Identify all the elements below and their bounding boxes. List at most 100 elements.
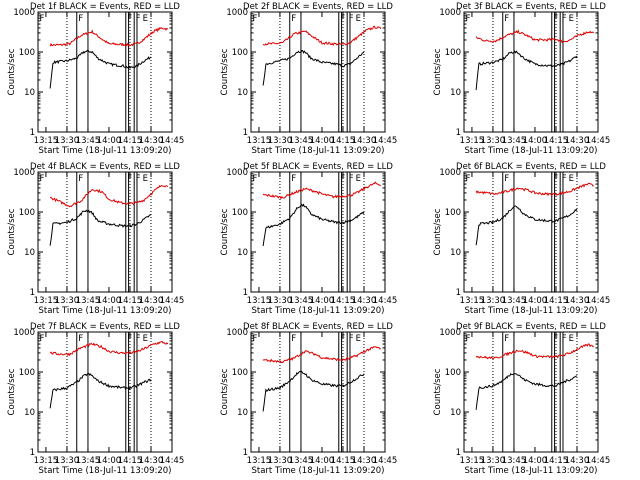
- panel-title: Det 1f BLACK = Events, RED = LLD: [30, 2, 180, 12]
- y-tick-label: 10: [237, 408, 248, 418]
- panel-2: Det 2f BLACK = Events, RED = LLD 1 10 100 10…: [220, 2, 397, 156]
- panel-8: Det 8f BLACK = Events, RED = LLD 1 10 100 10…: [220, 322, 397, 476]
- axis-box: [37, 171, 173, 293]
- x-axis-label: Start Time (18-Jul-11 13:09:20): [252, 306, 385, 316]
- y-tick-label: 100: [19, 208, 35, 218]
- x-tick-label: 14:30: [352, 136, 377, 146]
- y-tick-label: 100: [232, 208, 248, 218]
- y-tick-label: 10: [450, 248, 461, 258]
- x-tick-label: 14:45: [160, 456, 185, 466]
- y-axis-label: Counts/sec: [220, 368, 230, 415]
- event-marker-label: F: [553, 14, 558, 24]
- x-tick-label: 14:30: [352, 296, 377, 306]
- x-tick-label: 13:30: [481, 296, 506, 306]
- x-tick-label: 13:45: [76, 456, 101, 466]
- event-marker-label: F: [78, 174, 83, 184]
- x-tick-label: 13:15: [460, 136, 485, 146]
- series-line-events: [475, 205, 578, 246]
- x-tick-label: 13:45: [76, 296, 101, 306]
- y-tick-label: 10: [450, 88, 461, 98]
- panel-5: Det 5f BLACK = Events, RED = LLD 1 10 100 10…: [220, 162, 397, 316]
- event-marker-label: F: [253, 334, 258, 344]
- x-tick-label: 14:00: [523, 296, 548, 306]
- x-tick-label: 14:15: [331, 136, 356, 146]
- x-tick-label: 13:30: [268, 136, 293, 146]
- x-tick-label: 13:15: [34, 136, 59, 146]
- x-axis-label: Start Time (18-Jul-11 13:09:20): [252, 466, 385, 476]
- panel-title: Det 6f BLACK = Events, RED = LLD: [456, 162, 606, 172]
- x-tick-label: 14:30: [565, 136, 590, 146]
- x-tick-label: 13:15: [460, 296, 485, 306]
- event-marker-label: F: [340, 174, 345, 184]
- x-tick-label: 14:00: [310, 456, 335, 466]
- y-tick-label: 1: [30, 128, 35, 138]
- x-tick-label: 14:45: [373, 296, 398, 306]
- x-tick-label: 14:45: [373, 136, 398, 146]
- panel-7: Det 7f BLACK = Events, RED = LLD 1 10 100 10…: [7, 322, 184, 476]
- series-line-lld: [475, 29, 595, 44]
- x-tick-label: 13:45: [76, 136, 101, 146]
- event-marker-label: E: [143, 174, 148, 184]
- panel-3: Det 3f BLACK = Events, RED = LLD 1 10 100 10…: [433, 2, 610, 156]
- y-tick-label: 100: [19, 48, 35, 58]
- event-marker-label: F: [562, 334, 567, 344]
- x-tick-label: 14:45: [586, 456, 611, 466]
- y-tick-label: 1: [456, 448, 461, 458]
- y-tick-label: 1: [243, 448, 248, 458]
- x-tick-label: 14:15: [331, 296, 356, 306]
- x-axis-label: Start Time (18-Jul-11 13:09:20): [465, 466, 598, 476]
- x-tick-label: 14:00: [310, 136, 335, 146]
- x-axis-label: Start Time (18-Jul-11 13:09:20): [465, 146, 598, 156]
- event-marker-label: F: [466, 14, 471, 24]
- x-tick-label: 14:15: [544, 456, 569, 466]
- axis-box: [37, 331, 173, 453]
- x-tick-label: 13:15: [247, 456, 272, 466]
- y-tick-label: 100: [445, 208, 461, 218]
- axis-box: [37, 11, 173, 133]
- y-tick-label: 100: [232, 48, 248, 58]
- panel-6: Det 6f BLACK = Events, RED = LLD 1 10 100 10…: [433, 162, 610, 316]
- x-tick-label: 13:45: [289, 296, 314, 306]
- y-tick-label: 1: [456, 288, 461, 298]
- x-tick-label: 14:30: [139, 456, 164, 466]
- y-tick-label: 10: [24, 88, 35, 98]
- event-marker-label: F: [291, 14, 296, 24]
- y-axis-label: Counts/sec: [7, 368, 17, 415]
- y-tick-label: 1000: [439, 8, 461, 18]
- x-tick-label: 13:30: [55, 456, 80, 466]
- x-tick-label: 13:45: [289, 456, 314, 466]
- x-tick-label: 14:30: [565, 296, 590, 306]
- event-marker-label: F: [136, 174, 141, 184]
- series-line-lld: [262, 181, 381, 200]
- series-line-lld: [475, 182, 594, 197]
- x-tick-label: 13:45: [502, 136, 527, 146]
- x-axis-label: Start Time (18-Jul-11 13:09:20): [39, 146, 172, 156]
- x-tick-label: 13:45: [502, 456, 527, 466]
- panel-title: Det 9f BLACK = Events, RED = LLD: [456, 322, 606, 332]
- event-marker-label: F: [553, 174, 558, 184]
- x-tick-label: 14:45: [160, 136, 185, 146]
- x-tick-label: 14:45: [586, 296, 611, 306]
- series-line-events: [475, 50, 578, 91]
- y-tick-label: 1000: [13, 328, 35, 338]
- axis-box: [250, 171, 386, 293]
- x-tick-label: 14:30: [139, 136, 164, 146]
- x-tick-label: 13:30: [481, 136, 506, 146]
- y-tick-label: 1000: [226, 168, 248, 178]
- event-marker-label: E: [569, 174, 574, 184]
- x-tick-label: 14:15: [544, 136, 569, 146]
- event-marker-label: F: [349, 334, 354, 344]
- panel-1: Det 1f BLACK = Events, RED = LLD 1 10 100 10…: [7, 2, 184, 156]
- series-line-events: [262, 49, 365, 86]
- y-tick-label: 10: [237, 88, 248, 98]
- x-tick-label: 13:15: [460, 456, 485, 466]
- y-axis-label: Counts/sec: [220, 208, 230, 255]
- x-axis-label: Start Time (18-Jul-11 13:09:20): [39, 466, 172, 476]
- series-line-lld: [262, 346, 381, 364]
- series-line-events: [49, 209, 151, 246]
- event-marker-label: E: [569, 334, 574, 344]
- event-marker-label: F: [349, 174, 354, 184]
- y-axis-label: Counts/sec: [433, 48, 443, 95]
- event-marker-label: F: [136, 14, 141, 24]
